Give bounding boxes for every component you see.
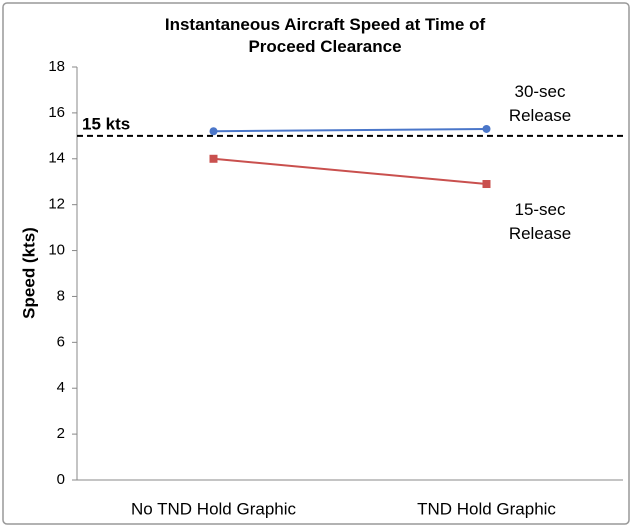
y-tick-label: 8 [57,287,65,304]
y-tick-label: 6 [57,333,65,350]
reference-label: 15 kts [82,114,130,133]
x-tick-label: TND Hold Graphic [417,499,556,518]
y-tick-label: 4 [57,379,65,396]
marker [209,154,218,163]
y-axis-label: Speed (kts) [19,227,38,319]
y-tick-label: 16 [48,104,65,121]
series-label: 30-sec Release [508,82,572,125]
y-tick-label: 12 [48,196,65,213]
marker [482,180,491,189]
y-tick-label: 10 [48,242,65,259]
series-line [213,127,487,133]
y-tick-label: 14 [48,150,65,167]
marker [482,124,491,133]
series-label: 15-sec Release [508,200,572,243]
y-tick-label: 2 [57,425,65,442]
marker [209,127,218,136]
x-tick-label: No TND Hold Graphic [131,499,297,518]
y-tick-label: 18 [48,58,65,75]
series-line [213,157,487,186]
chart-title: Instantaneous Aircraft Speed at Time of … [164,15,486,56]
y-tick-label: 0 [57,471,65,488]
